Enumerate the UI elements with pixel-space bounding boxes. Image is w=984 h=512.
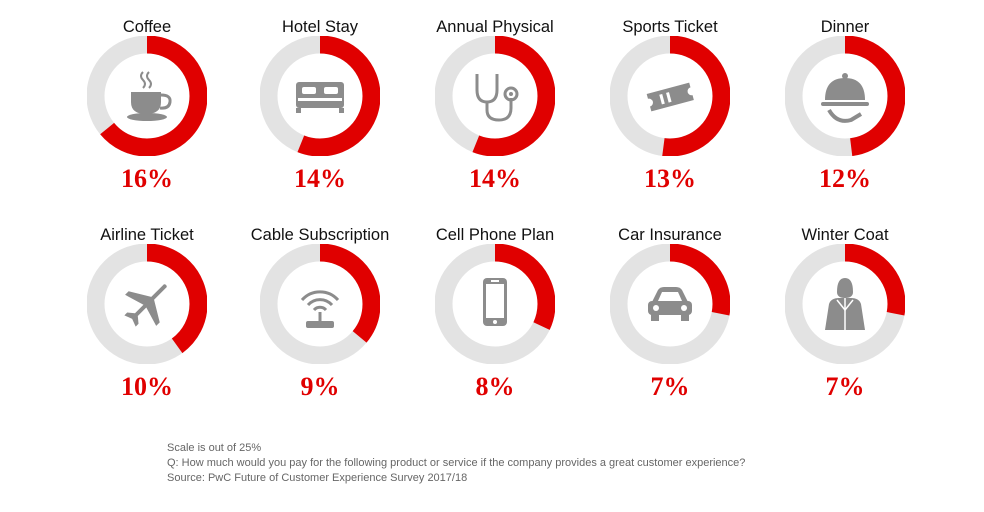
donut-ring <box>785 36 905 156</box>
donut-ring <box>435 244 555 364</box>
donut-ring <box>260 36 380 156</box>
donut-value-arc <box>87 244 207 364</box>
category-label: Coffee <box>122 18 172 36</box>
mobile-phone-icon <box>483 278 507 326</box>
donut-ring <box>87 36 207 156</box>
donut-item: Cell Phone Plan 8% <box>408 226 582 422</box>
airplane-icon <box>124 284 167 327</box>
value-label: 12% <box>819 164 871 193</box>
car-icon <box>648 287 692 321</box>
donut-item: Coffee 16% <box>60 18 234 214</box>
bed-icon <box>296 82 344 113</box>
category-label: Cable Subscription <box>250 226 390 244</box>
donut-item: Car Insurance 7% <box>583 226 757 422</box>
value-label: 9% <box>300 372 340 401</box>
donut-item: Annual Physical 14% <box>408 18 582 214</box>
category-label: Hotel Stay <box>281 18 359 36</box>
category-label: Airline Ticket <box>100 226 194 244</box>
category-label: Sports Ticket <box>622 18 718 36</box>
value-label: 10% <box>121 372 173 401</box>
value-label: 7% <box>650 372 690 401</box>
donut-ring <box>610 36 730 156</box>
coffee-cup-icon <box>127 71 172 121</box>
category-label: Cell Phone Plan <box>435 226 555 244</box>
donut-item: Sports Ticket 13% <box>583 18 757 214</box>
donut-ring <box>260 244 380 364</box>
donut-item: Airline Ticket 10% <box>60 226 234 422</box>
donut-value-arc <box>87 36 207 156</box>
value-label: 14% <box>469 164 521 193</box>
donut-item: Cable Subscription 9% <box>233 226 407 422</box>
category-label: Winter Coat <box>801 226 889 244</box>
coat-icon <box>825 278 865 330</box>
donut-value-arc <box>785 36 905 156</box>
donut-value-arc <box>435 244 555 364</box>
value-label: 16% <box>121 164 173 193</box>
scale-note: Scale is out of 25% <box>167 442 262 454</box>
donut-item: Hotel Stay 14% <box>233 18 407 214</box>
donut-ring <box>435 36 555 156</box>
donut-ring <box>610 244 730 364</box>
category-label: Car Insurance <box>618 226 722 244</box>
donut-value-arc <box>610 244 730 364</box>
donut-ring <box>87 244 207 364</box>
ticket-icon <box>646 82 694 112</box>
donut-value-arc <box>260 244 380 364</box>
wifi-router-icon <box>300 290 340 328</box>
serving-cloche-icon <box>821 73 869 123</box>
donut-item: Dinner 12% <box>758 18 932 214</box>
donut-value-arc <box>260 36 380 156</box>
value-label: 14% <box>294 164 346 193</box>
value-label: 13% <box>644 164 696 193</box>
stethoscope-icon <box>475 74 519 122</box>
value-label: 7% <box>825 372 865 401</box>
donut-ring <box>785 244 905 364</box>
category-label: Dinner <box>820 18 870 36</box>
survey-question: Q: How much would you pay for the follow… <box>167 457 746 469</box>
donut-item: Winter Coat 7% <box>758 226 932 422</box>
donut-value-arc <box>435 36 555 156</box>
donut-value-arc <box>610 36 730 156</box>
source-note: Source: PwC Future of Customer Experienc… <box>167 472 468 484</box>
footnotes: Scale is out of 25% Q: How much would yo… <box>167 441 745 486</box>
donut-value-arc <box>785 244 905 364</box>
value-label: 8% <box>475 372 515 401</box>
category-label: Annual Physical <box>436 18 554 36</box>
